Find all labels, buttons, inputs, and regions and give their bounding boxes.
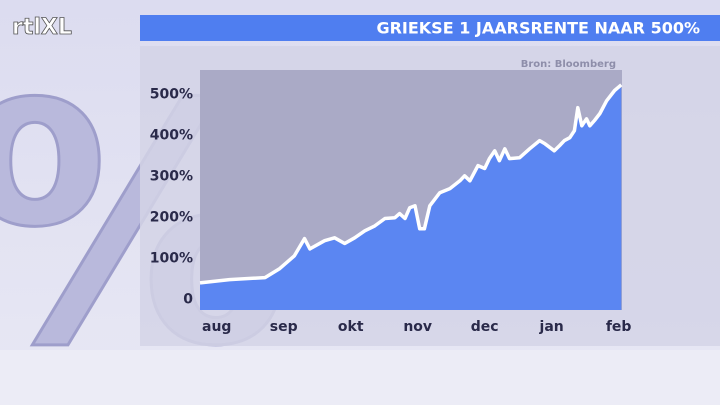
line <box>199 83 623 285</box>
x-tick-label: nov <box>403 319 432 335</box>
y-tick-label: 300% <box>150 169 193 185</box>
y-tick-label: 100% <box>150 251 193 267</box>
x-tick-label: feb <box>606 319 632 335</box>
x-tick-label: dec <box>471 319 499 335</box>
y-tick-label: 0 <box>183 292 193 308</box>
y-tick-label: 400% <box>150 128 193 144</box>
x-tick-label: aug <box>202 319 231 335</box>
y-tick-label: 200% <box>150 210 193 226</box>
x-tick-label: sep <box>270 319 298 335</box>
lower-band <box>0 350 720 405</box>
logo: rtlXL <box>12 15 72 40</box>
area <box>200 84 622 310</box>
x-tick-label: jan <box>539 319 564 335</box>
title-bar <box>140 15 720 41</box>
chart-title: GRIEKSE 1 JAARSRENTE NAAR 500% <box>376 19 700 38</box>
source: Bron: Bloomberg <box>521 59 616 70</box>
x-tick-label: okt <box>338 319 364 335</box>
y-tick-label: 500% <box>150 87 193 103</box>
